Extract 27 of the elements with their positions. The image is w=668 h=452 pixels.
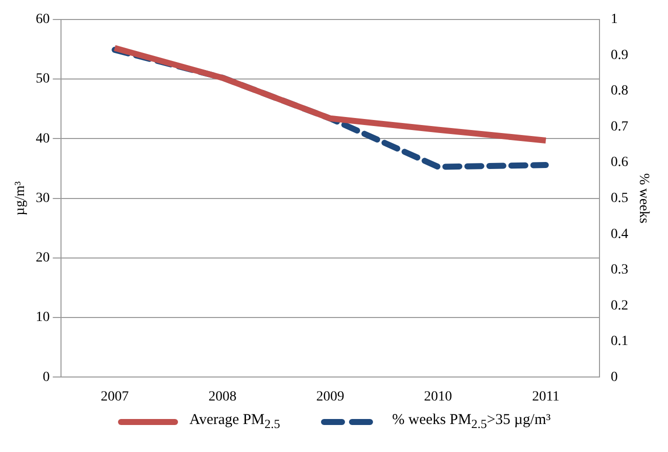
x-tick-label: 2009 bbox=[316, 389, 344, 404]
x-tick-label: 2010 bbox=[424, 389, 452, 404]
y-axis-title: µg/m³ bbox=[13, 181, 28, 216]
y2-tick-label: 0.6 bbox=[610, 155, 628, 170]
x-tick-label: 2008 bbox=[208, 389, 236, 404]
y2-tick-label: 1 bbox=[610, 12, 618, 28]
y2-tick-label: 0 bbox=[610, 370, 618, 385]
y2-tick-label: 0.9 bbox=[610, 48, 628, 63]
legend-label: Average PM$_{2.5}$ bbox=[189, 412, 280, 432]
y2-tick-label: 0.5 bbox=[610, 190, 628, 206]
y-tick-label: 10 bbox=[36, 310, 50, 326]
y-tick-label: 30 bbox=[36, 190, 50, 206]
y2-tick-label: 0.7 bbox=[610, 119, 628, 134]
y2-tick-label: 0.2 bbox=[610, 298, 628, 314]
x-tick-label: 2007 bbox=[100, 389, 129, 404]
y2-tick-label: 0.4 bbox=[610, 226, 628, 242]
legend-label: % weeks PM$_{2.5}$>35 µg/m³ bbox=[392, 412, 551, 432]
y-tick-label: 0 bbox=[42, 370, 50, 385]
x-tick-label: 2011 bbox=[532, 389, 560, 404]
y-tick-label: 20 bbox=[36, 250, 50, 266]
y-tick-label: 60 bbox=[36, 12, 50, 28]
y2-axis-title: % weeks bbox=[636, 173, 651, 224]
y2-tick-label: 0.8 bbox=[610, 84, 628, 99]
y-tick-label: 40 bbox=[36, 131, 50, 146]
y-tick-label: 50 bbox=[36, 72, 50, 87]
y2-tick-label: 0.1 bbox=[610, 334, 628, 350]
y2-tick-label: 0.3 bbox=[610, 262, 628, 278]
